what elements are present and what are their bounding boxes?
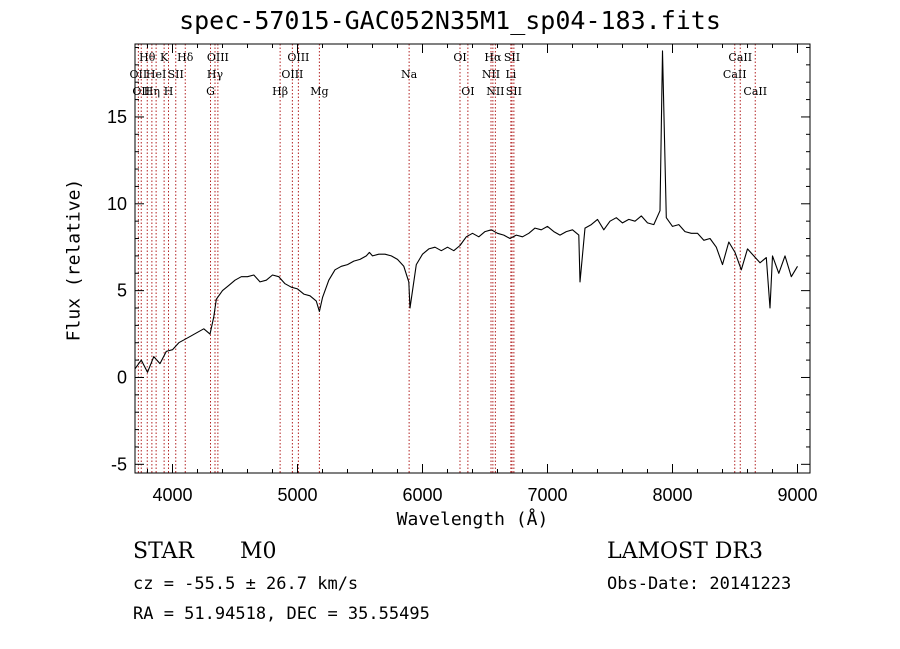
y-tick-label: 15 <box>107 107 127 127</box>
axes-group: 4000 5000 6000 7000 8000 9000 -5 0 5 10 15 <box>107 44 818 505</box>
line-marker-labels: OII OII Hθ Hη HeI K H SII Hδ G Hγ OIII Hβ OIII OIII Mg N… <box>130 51 768 98</box>
x-tick-label: 5000 <box>277 485 317 505</box>
line-marker-label: SII <box>506 85 522 98</box>
line-marker-label: OI <box>461 85 474 98</box>
x-tick-label: 9000 <box>777 485 817 505</box>
line-marker-label: Li <box>505 68 516 81</box>
line-marker-label: CaII <box>723 68 747 81</box>
line-marker-label: SII <box>504 51 520 64</box>
line-marker-label: CaII <box>743 85 767 98</box>
line-marker-label: Hθ <box>139 51 156 64</box>
line-marker-label: HeI <box>146 68 166 81</box>
line-marker-label: Hδ <box>177 51 194 64</box>
line-marker-label: K <box>160 51 169 64</box>
y-tick-label: 5 <box>117 281 127 301</box>
line-marker-label: CaII <box>728 51 752 64</box>
line-marker-label: OIII <box>207 51 229 64</box>
line-marker-label: Na <box>401 68 418 81</box>
line-marker-label: Hη <box>144 85 160 98</box>
redshift: cz = -55.5 ± 26.7 km/s <box>133 574 359 594</box>
x-tick-label: 4000 <box>152 485 192 505</box>
subclass: M0 <box>240 539 277 564</box>
line-marker-label: NII <box>486 85 504 98</box>
line-marker-label: Hβ <box>272 85 288 98</box>
line-marker-label: SII <box>168 68 184 81</box>
survey-name: LAMOST DR3 <box>607 539 763 564</box>
line-marker-label: H <box>164 85 174 98</box>
spectrum-line <box>134 50 798 373</box>
y-tick-label: 10 <box>107 194 127 214</box>
coordinates: RA = 51.94518, DEC = 35.55495 <box>133 604 430 624</box>
x-tick-label: 7000 <box>527 485 567 505</box>
line-marker-label: OII <box>132 85 150 98</box>
spectrum-group <box>134 50 798 373</box>
line-marker-label: OIII <box>287 51 309 64</box>
line-marker-label: OII <box>130 68 148 81</box>
y-axis-label: Flux (relative) <box>63 178 85 342</box>
y-tick-label: 0 <box>117 367 127 387</box>
line-marker-label: G <box>206 85 215 98</box>
x-tick-label: 8000 <box>652 485 692 505</box>
line-marker-label: OI <box>453 51 466 64</box>
obs-date: Obs-Date: 20141223 <box>607 574 792 594</box>
line-markers-group <box>137 44 756 473</box>
chart-title: spec-57015-GAC052N35M1_sp04-183.fits <box>179 6 721 35</box>
line-marker-label: Mg <box>310 85 328 98</box>
line-marker-label: NII <box>482 68 500 81</box>
object-class: STAR <box>133 539 194 564</box>
line-marker-label: Hγ <box>207 68 224 81</box>
line-marker-label: OIII <box>281 68 303 81</box>
x-axis-label: Wavelength (Å) <box>396 509 549 530</box>
y-tick-label: -5 <box>111 454 127 474</box>
line-marker-label: Hα <box>484 51 502 64</box>
x-tick-label: 6000 <box>402 485 442 505</box>
plot-frame <box>134 43 811 474</box>
